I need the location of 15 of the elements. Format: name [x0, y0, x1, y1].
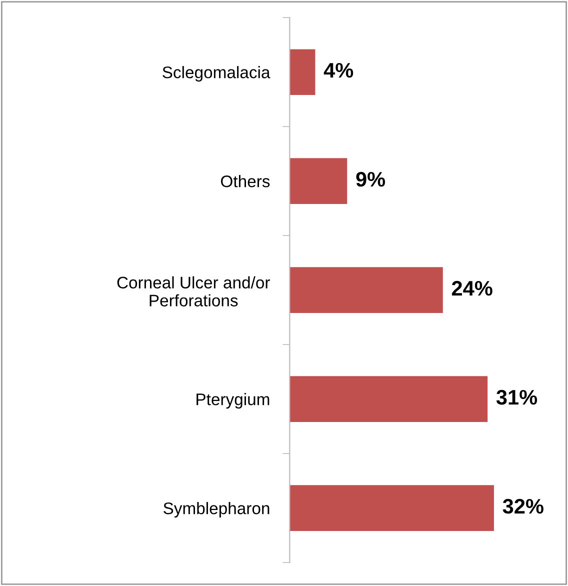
- bar: [290, 158, 348, 204]
- data-label: 24%: [452, 280, 492, 296]
- bar: [290, 267, 443, 313]
- y-tick-label: Sclegomalacia: [162, 66, 270, 82]
- y-tick-label: Others: [221, 175, 270, 188]
- data-label: 9%: [356, 172, 386, 187]
- data-label: 32%: [502, 498, 544, 514]
- bar: [290, 485, 494, 531]
- y-tick-label: Pterygium: [196, 393, 270, 409]
- data-label: 31%: [496, 390, 538, 405]
- y-tick-label: Corneal Ulcer and/or Perforations: [117, 276, 270, 306]
- bar: [290, 376, 488, 422]
- bar: [290, 49, 316, 95]
- data-label: 4%: [324, 62, 354, 78]
- y-tick-label: Symblepharon: [164, 502, 270, 518]
